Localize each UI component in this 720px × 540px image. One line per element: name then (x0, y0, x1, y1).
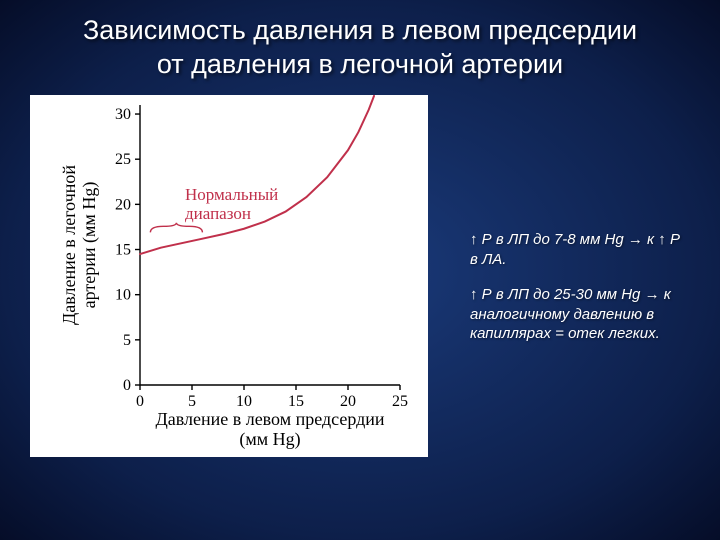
svg-text:0: 0 (123, 377, 131, 394)
svg-text:(мм Hg): (мм Hg) (239, 429, 300, 450)
svg-text:15: 15 (115, 242, 131, 259)
svg-text:0: 0 (136, 393, 144, 410)
svg-text:10: 10 (236, 393, 252, 410)
svg-text:10: 10 (115, 287, 131, 304)
slide-root: Зависимость давления в левом предсердии … (0, 0, 720, 540)
svg-text:5: 5 (123, 332, 131, 349)
svg-text:5: 5 (188, 393, 196, 410)
svg-text:30: 30 (115, 106, 131, 123)
chart-panel: 0 5 10 15 20 25 30 0 5 10 15 20 25 Нормальныйдиапазон… (30, 95, 428, 457)
svg-text:Давление в левом предсердии: Давление в левом предсердии (155, 409, 384, 429)
slide-title: Зависимость давления в левом предсердии … (0, 14, 720, 82)
svg-text:20: 20 (340, 393, 356, 410)
pressure-chart: 0 5 10 15 20 25 30 0 5 10 15 20 25 Нормальныйдиапазон… (30, 95, 428, 457)
title-line-1: Зависимость давления в левом предсердии (83, 15, 637, 45)
note-2: ↑ Р в ЛП до 25-30 мм Hg → к аналогичному… (470, 285, 690, 344)
title-line-2: от давления в легочной артерии (157, 49, 563, 79)
svg-text:15: 15 (288, 393, 304, 410)
svg-text:Нормальный: Нормальный (185, 185, 278, 204)
side-notes: ↑ Р в ЛП до 7-8 мм Hg → к ↑ Р в ЛА. ↑ Р … (470, 230, 690, 360)
svg-text:25: 25 (115, 151, 131, 168)
svg-text:25: 25 (392, 393, 408, 410)
svg-text:диапазон: диапазон (185, 204, 251, 223)
svg-text:20: 20 (115, 196, 131, 213)
svg-text:Давление в легочной: Давление в легочной (59, 165, 79, 325)
note-1: ↑ Р в ЛП до 7-8 мм Hg → к ↑ Р в ЛА. (470, 230, 690, 269)
svg-text:артерии (мм Hg): артерии (мм Hg) (79, 182, 100, 309)
